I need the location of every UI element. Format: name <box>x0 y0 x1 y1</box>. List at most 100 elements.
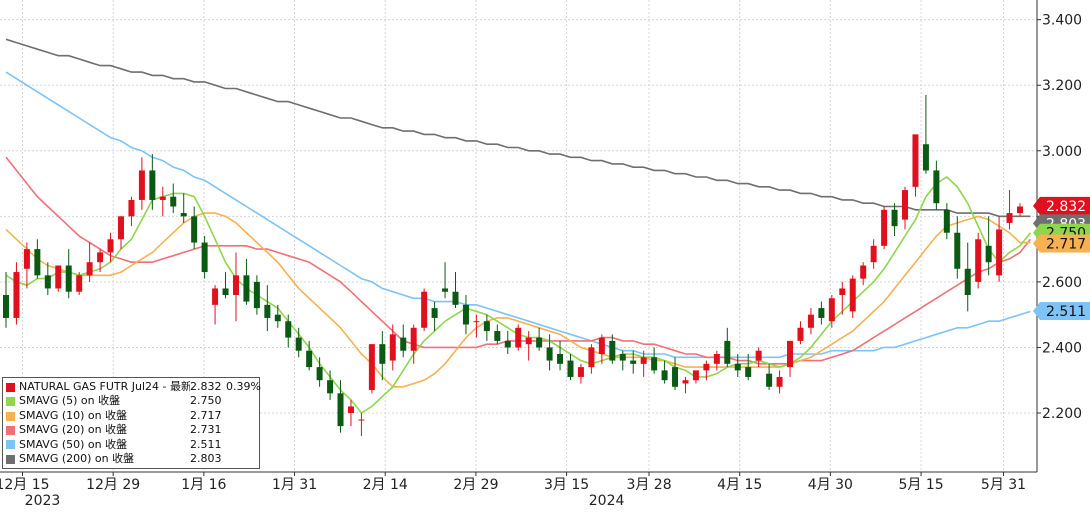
candle-body <box>159 196 166 200</box>
candle-body <box>807 314 814 328</box>
candle-body <box>138 170 145 200</box>
candle <box>776 370 783 394</box>
candle-body <box>776 376 783 387</box>
x-tick-label: 5月 31 <box>981 477 1026 493</box>
candle <box>3 272 9 328</box>
candle-body <box>327 380 334 394</box>
year-label: 2024 <box>589 493 625 509</box>
candle <box>128 196 135 227</box>
candle-body <box>504 340 511 348</box>
candle <box>567 354 574 381</box>
candle <box>985 216 992 276</box>
candle-body <box>76 275 83 292</box>
x-axis-ticks: 12月 15 12月 29 1月 16 1月 31 2月 14 2月 29 3月 15 3月 … <box>0 472 1026 509</box>
legend-value: 2.511 <box>190 437 222 451</box>
candle-body <box>389 334 396 361</box>
candle-body <box>912 134 919 187</box>
candle <box>55 265 62 292</box>
candle-body <box>818 308 825 318</box>
candle <box>421 288 428 332</box>
x-tick-label: 5月 15 <box>898 477 943 493</box>
candle-body <box>358 419 365 421</box>
candle-body <box>672 367 679 387</box>
candle <box>661 360 668 384</box>
candle-body <box>452 291 459 305</box>
legend-row: SMAVG (10) on 收盤 2.717 <box>6 409 256 423</box>
candle <box>860 262 867 286</box>
candle <box>34 239 41 279</box>
legend-series-name: SMAVG (200) on 收盤 <box>19 452 135 466</box>
candle-body <box>577 367 584 377</box>
candle <box>117 216 124 250</box>
candle <box>933 160 940 210</box>
candle-body <box>410 327 417 351</box>
legend-row: NATURAL GAS FUTR Jul24 - 最新價 2.832 0.39% <box>6 380 261 394</box>
candle-body <box>316 367 323 381</box>
candle-body <box>274 314 281 322</box>
candle <box>243 258 250 305</box>
candle <box>797 321 804 345</box>
price-tag: 2.717 <box>1033 234 1090 253</box>
candle-body <box>494 331 501 341</box>
candle <box>442 262 449 299</box>
candle <box>849 275 856 318</box>
candle <box>818 301 825 325</box>
candle-body <box>97 252 104 263</box>
x-tick-label: 12月 29 <box>86 477 140 493</box>
candle <box>379 331 386 381</box>
candle <box>891 203 898 236</box>
legend-value: 2.717 <box>190 408 222 422</box>
candle <box>713 350 720 371</box>
candle-body <box>598 337 605 354</box>
candle <box>389 324 396 371</box>
candle-body <box>107 239 114 253</box>
candle-body <box>557 354 564 364</box>
candle <box>452 272 459 309</box>
candle-body <box>713 354 720 364</box>
x-tick-label: 4月 15 <box>717 477 762 493</box>
x-tick-label: 3月 28 <box>626 477 671 493</box>
candle-body <box>703 363 710 371</box>
candle <box>745 354 752 381</box>
legend-swatch <box>6 382 15 392</box>
candle <box>912 134 919 197</box>
candle <box>400 324 407 358</box>
candle <box>285 314 292 348</box>
candle <box>975 232 982 289</box>
candle-body <box>55 265 62 289</box>
candle-body <box>745 367 752 377</box>
candle-body <box>65 265 72 292</box>
price-tag-box <box>1033 234 1090 253</box>
legend-series-name: SMAVG (50) on 收盤 <box>19 437 128 451</box>
candle <box>86 242 93 282</box>
candle <box>640 350 647 377</box>
candle <box>703 360 710 381</box>
candle-body <box>1006 213 1013 223</box>
candle-body <box>421 291 428 328</box>
ma-line <box>5 38 1031 218</box>
price-tag-box <box>1033 302 1090 321</box>
legend-row: SMAVG (200) on 收盤 2.803 <box>6 452 256 466</box>
y-tick-label: 3.200 <box>1042 78 1082 94</box>
candle <box>557 340 564 371</box>
price-tag-label: 2.832 <box>1046 199 1086 215</box>
candle <box>964 242 971 312</box>
legend-series-name: SMAVG (5) on 收盤 <box>19 394 121 408</box>
candle <box>598 334 605 364</box>
candle-body <box>891 209 898 227</box>
candle <box>44 262 51 295</box>
candle-body <box>922 144 929 171</box>
candle-body <box>264 304 271 318</box>
candle <box>609 334 616 364</box>
candle <box>97 249 104 273</box>
candle <box>870 239 877 269</box>
legend-series-name: NATURAL GAS FUTR Jul24 - 最新價 <box>19 380 190 393</box>
candle-body <box>692 370 699 381</box>
candle-body <box>337 393 344 427</box>
legend-value: 2.803 <box>190 452 222 466</box>
candle <box>337 380 344 433</box>
candle <box>828 295 835 328</box>
candle <box>766 363 773 391</box>
candle <box>902 186 909 230</box>
